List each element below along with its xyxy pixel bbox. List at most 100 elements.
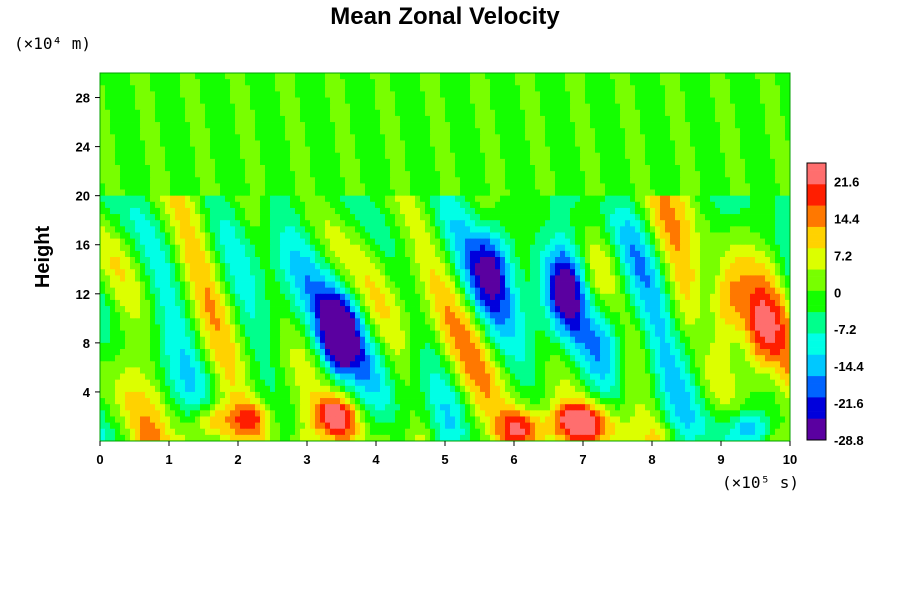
field-cell <box>205 73 211 80</box>
field-cell <box>245 103 251 111</box>
field-cell <box>750 115 756 123</box>
field-cell <box>450 158 456 166</box>
field-cell <box>465 226 471 233</box>
field-cell <box>535 73 541 80</box>
field-cell <box>655 146 661 154</box>
field-cell <box>225 73 231 80</box>
field-cell <box>600 140 606 147</box>
field-cell <box>710 128 716 135</box>
field-cell <box>615 238 621 246</box>
field-cell <box>620 226 626 233</box>
field-cell <box>310 183 316 190</box>
field-cell <box>605 257 611 264</box>
field-cell <box>635 165 641 172</box>
field-cell <box>220 122 226 129</box>
field-cell <box>210 73 216 80</box>
field-cell <box>690 79 696 86</box>
field-cell <box>190 214 196 221</box>
field-cell <box>180 281 186 289</box>
field-cell <box>220 91 226 98</box>
field-cell <box>485 183 491 190</box>
field-cell <box>765 269 771 276</box>
field-cell <box>740 171 746 178</box>
field-cell <box>460 109 466 117</box>
field-cell <box>495 158 501 166</box>
field-cell <box>665 177 671 184</box>
field-cell <box>125 128 131 135</box>
field-cell <box>350 146 356 154</box>
field-cell <box>585 220 591 227</box>
field-cell <box>260 158 266 166</box>
field-cell <box>785 195 791 203</box>
field-cell <box>720 103 726 111</box>
field-cell <box>425 189 431 197</box>
field-cell <box>305 275 311 282</box>
field-cell <box>700 189 706 197</box>
field-cell <box>775 250 781 258</box>
field-cell <box>140 238 146 246</box>
field-cell <box>665 79 671 86</box>
field-cell <box>730 128 736 135</box>
field-cell <box>380 226 386 233</box>
field-cell <box>540 214 546 221</box>
field-cell <box>775 189 781 197</box>
field-cell <box>480 281 486 289</box>
field-cell <box>270 238 276 246</box>
field-cell <box>330 232 336 239</box>
field-cell <box>640 152 646 160</box>
field-cell <box>330 220 336 227</box>
field-cell <box>295 281 301 289</box>
field-cell <box>115 226 121 233</box>
field-cell <box>255 189 261 197</box>
field-cell <box>405 152 411 160</box>
field-cell <box>170 171 176 178</box>
field-cell <box>460 257 466 264</box>
field-cell <box>700 214 706 221</box>
field-cell <box>235 232 241 239</box>
field-cell <box>420 287 426 295</box>
field-cell <box>115 152 121 160</box>
field-cell <box>645 269 651 276</box>
field-cell <box>785 73 791 80</box>
field-cell <box>440 226 446 233</box>
field-cell <box>700 79 706 86</box>
field-cell <box>780 183 786 190</box>
field-cell <box>290 165 296 172</box>
field-cell <box>525 97 531 105</box>
field-cell <box>640 134 646 141</box>
field-cell <box>125 115 131 123</box>
field-cell <box>590 214 596 221</box>
field-cell <box>555 128 561 135</box>
field-cell <box>655 250 661 258</box>
field-cell <box>350 250 356 258</box>
field-cell <box>450 73 456 80</box>
field-cell <box>570 103 576 111</box>
field-cell <box>720 128 726 135</box>
field-cell <box>740 201 746 209</box>
field-cell <box>360 257 366 264</box>
field-cell <box>600 214 606 221</box>
field-cell <box>770 97 776 105</box>
field-cell <box>205 171 211 178</box>
field-cell <box>445 214 451 221</box>
field-cell <box>210 293 216 301</box>
field-cell <box>660 134 666 141</box>
field-cell <box>675 250 681 258</box>
field-cell <box>140 85 146 92</box>
field-cell <box>620 140 626 147</box>
field-cell <box>255 183 261 190</box>
field-cell <box>365 122 371 129</box>
field-cell <box>220 128 226 135</box>
field-cell <box>460 158 466 166</box>
field-cell <box>170 195 176 203</box>
field-cell <box>170 91 176 98</box>
field-cell <box>705 79 711 86</box>
field-cell <box>745 85 751 92</box>
field-cell <box>300 189 306 197</box>
field-cell <box>390 103 396 111</box>
field-cell <box>735 244 741 252</box>
field-cell <box>410 226 416 233</box>
field-cell <box>640 207 646 215</box>
field-cell <box>285 281 291 289</box>
field-cell <box>380 134 386 141</box>
